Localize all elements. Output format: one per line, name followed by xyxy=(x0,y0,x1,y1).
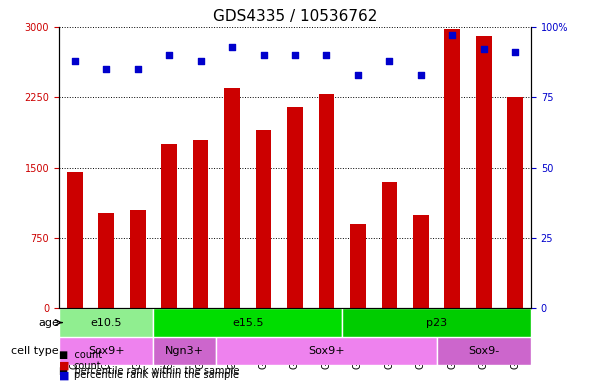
Point xyxy=(101,66,111,72)
Point xyxy=(196,58,205,64)
FancyBboxPatch shape xyxy=(153,337,217,365)
Bar xyxy=(193,139,208,308)
Bar xyxy=(382,182,397,308)
Point xyxy=(322,52,331,58)
Bar xyxy=(255,130,271,308)
Point xyxy=(290,52,300,58)
Point xyxy=(353,72,363,78)
FancyBboxPatch shape xyxy=(153,308,342,337)
Point xyxy=(133,66,142,72)
Text: ■: ■ xyxy=(59,370,70,380)
Bar xyxy=(224,88,240,308)
Text: Sox9-: Sox9- xyxy=(468,346,499,356)
Bar xyxy=(476,36,491,308)
Text: age: age xyxy=(38,318,59,328)
Text: cell type: cell type xyxy=(11,346,59,356)
Point xyxy=(70,58,80,64)
FancyBboxPatch shape xyxy=(217,337,437,365)
Bar xyxy=(67,172,83,308)
Point xyxy=(510,49,520,55)
Bar xyxy=(507,97,523,308)
Bar xyxy=(130,210,146,308)
Bar xyxy=(413,215,429,308)
Text: e15.5: e15.5 xyxy=(232,318,264,328)
FancyBboxPatch shape xyxy=(59,337,153,365)
Point xyxy=(227,43,237,50)
Text: count: count xyxy=(74,361,101,371)
Text: p23: p23 xyxy=(426,318,447,328)
Point xyxy=(385,58,394,64)
Text: e10.5: e10.5 xyxy=(90,318,122,328)
Text: ■  count
■  percentile rank within the sample: ■ count ■ percentile rank within the sam… xyxy=(59,350,240,376)
Point xyxy=(416,72,425,78)
Text: Sox9+: Sox9+ xyxy=(308,346,345,356)
Bar xyxy=(444,29,460,308)
Text: ■: ■ xyxy=(59,361,70,371)
Text: Sox9+: Sox9+ xyxy=(88,346,124,356)
Bar xyxy=(161,144,177,308)
Point xyxy=(479,46,489,53)
Point xyxy=(165,52,174,58)
Text: Ngn3+: Ngn3+ xyxy=(165,346,204,356)
Title: GDS4335 / 10536762: GDS4335 / 10536762 xyxy=(213,9,377,24)
Point xyxy=(448,32,457,38)
FancyBboxPatch shape xyxy=(59,308,153,337)
FancyBboxPatch shape xyxy=(342,308,531,337)
Text: percentile rank within the sample: percentile rank within the sample xyxy=(74,370,239,380)
Bar xyxy=(99,213,114,308)
Point xyxy=(259,52,268,58)
FancyBboxPatch shape xyxy=(437,337,531,365)
Bar xyxy=(350,224,366,308)
Bar xyxy=(319,94,335,308)
Bar xyxy=(287,107,303,308)
